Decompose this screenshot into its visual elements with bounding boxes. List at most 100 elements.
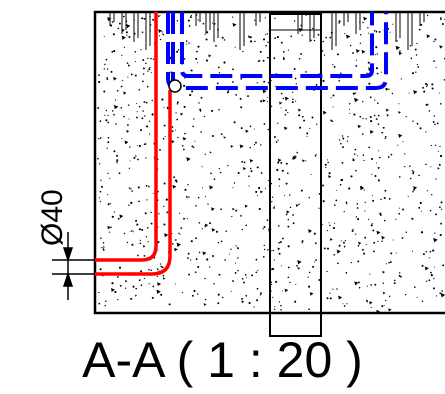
hatch-aggregate bbox=[292, 155, 297, 161]
hatch-dot bbox=[259, 294, 262, 296]
hatch-dot bbox=[280, 309, 282, 311]
hatch-dot bbox=[274, 305, 276, 307]
hatch-dot bbox=[116, 162, 118, 164]
hatch-dot bbox=[336, 53, 339, 56]
hatch-dot bbox=[292, 222, 295, 225]
hatch-dot bbox=[379, 156, 381, 159]
hatch-aggregate bbox=[387, 155, 391, 159]
hatch-dot bbox=[191, 145, 194, 148]
hatch-dot bbox=[289, 206, 292, 209]
hatch-dot bbox=[392, 239, 394, 241]
red-pipe bbox=[95, 12, 172, 276]
hatch-dot bbox=[213, 282, 215, 285]
hatch-dot bbox=[330, 119, 333, 122]
hatch-dot bbox=[175, 112, 177, 114]
hatch-dot bbox=[434, 144, 437, 147]
hatch-dot bbox=[245, 294, 248, 297]
hatch-aggregate bbox=[433, 237, 438, 243]
hatch-dot bbox=[338, 79, 341, 82]
hatch-dot bbox=[352, 159, 355, 162]
hatch-aggregate bbox=[130, 73, 134, 76]
hatch-dot bbox=[193, 289, 196, 293]
hatch-dot bbox=[137, 158, 139, 161]
section-title: A-A ( 1 : 20 ) bbox=[82, 332, 363, 388]
hatch-dot bbox=[121, 54, 123, 56]
hatch-aggregate bbox=[328, 175, 332, 179]
hatch-dot bbox=[99, 120, 102, 122]
hatch-aggregate bbox=[398, 111, 401, 114]
hatch-aggregate bbox=[174, 247, 178, 252]
hatch-dot bbox=[198, 221, 201, 224]
hatch-dot bbox=[218, 273, 221, 276]
hatch-dot bbox=[441, 208, 443, 210]
hatch-dot bbox=[99, 268, 102, 271]
hatch-dot bbox=[421, 300, 424, 302]
hatch-dot bbox=[161, 31, 163, 33]
hatch-dot bbox=[132, 231, 134, 233]
hatch-dot bbox=[258, 59, 261, 62]
hatch-dot bbox=[102, 242, 105, 244]
hatch-dot bbox=[197, 196, 200, 199]
hatch-dot bbox=[312, 27, 314, 30]
hatch-dot bbox=[322, 184, 325, 187]
hatch-dot bbox=[383, 304, 385, 307]
hatch-dot bbox=[232, 16, 234, 18]
hatch-dot bbox=[372, 199, 375, 202]
hatch-dot bbox=[267, 41, 269, 43]
hatch-dot bbox=[369, 115, 372, 119]
hatch-dot bbox=[431, 83, 434, 86]
hatch-dot bbox=[287, 225, 290, 228]
hatch-dot bbox=[333, 254, 336, 256]
hatch-dot bbox=[263, 244, 266, 247]
hatch-aggregate bbox=[382, 270, 386, 274]
hatch-dot bbox=[104, 114, 106, 116]
hatch-dot bbox=[107, 114, 109, 117]
hatch-dot bbox=[300, 52, 303, 55]
hatch-dot bbox=[307, 276, 309, 278]
hatch-dot bbox=[174, 129, 177, 131]
hatch-aggregate bbox=[123, 91, 127, 95]
hatch-dot bbox=[390, 153, 393, 156]
hatch-dot bbox=[97, 157, 99, 160]
hatch-dot bbox=[128, 36, 131, 38]
hatch-dot bbox=[295, 83, 297, 85]
hatch-dot bbox=[145, 101, 148, 104]
hatch-dot bbox=[126, 62, 129, 64]
hatch-dot bbox=[348, 187, 351, 190]
hatch-dot bbox=[127, 76, 129, 78]
rebar-stub bbox=[213, 12, 219, 42]
hatch-dot bbox=[429, 209, 432, 212]
hatch-dot bbox=[402, 208, 405, 211]
hatch-dot bbox=[135, 219, 138, 222]
hatch-dot bbox=[177, 136, 179, 139]
hatch-dot bbox=[287, 49, 289, 51]
hatch-dot bbox=[342, 303, 344, 305]
hatch-dot bbox=[376, 53, 379, 55]
hatch-dot bbox=[165, 198, 168, 201]
hatch-dot bbox=[259, 50, 262, 53]
hatch-dot bbox=[419, 127, 422, 130]
hatch-dot bbox=[159, 38, 162, 41]
hatch-dot bbox=[240, 78, 243, 80]
hatch-dot bbox=[123, 115, 125, 118]
hatch-dot bbox=[415, 54, 418, 56]
hatch-dot bbox=[363, 252, 366, 255]
hatch-aggregate bbox=[317, 33, 320, 37]
hatch-dot bbox=[120, 106, 123, 109]
hatch-dot bbox=[130, 188, 132, 190]
hatch-dot bbox=[438, 92, 440, 94]
rebar-stub bbox=[343, 12, 349, 26]
hatch-dot bbox=[366, 301, 368, 303]
hatch-dot bbox=[441, 23, 444, 25]
hatch-dot bbox=[195, 57, 198, 60]
hatch-aggregate bbox=[385, 87, 389, 91]
hatch-dot bbox=[411, 217, 414, 220]
hatch-dot bbox=[176, 118, 179, 121]
hatch-dot bbox=[292, 91, 294, 93]
hatch-dot bbox=[195, 258, 198, 261]
hatch-dot bbox=[430, 271, 432, 274]
hatch-dot bbox=[434, 232, 436, 234]
hatch-dot bbox=[434, 38, 437, 41]
hatch-dot bbox=[149, 66, 151, 69]
hatch-dot bbox=[440, 201, 443, 204]
